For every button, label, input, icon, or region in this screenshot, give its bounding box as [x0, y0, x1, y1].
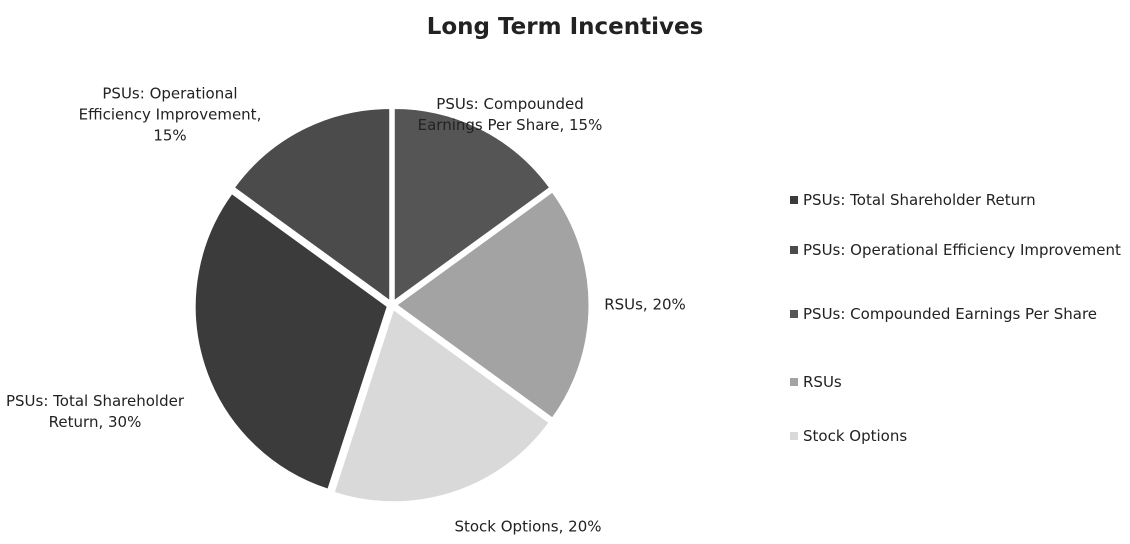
legend-item: PSUs: Compounded Earnings Per Share	[790, 304, 1125, 325]
pie-slice	[333, 308, 550, 503]
pie-slice	[396, 191, 590, 419]
legend-item: PSUs: Total Shareholder Return	[790, 190, 1125, 211]
legend-label: RSUs	[803, 373, 842, 391]
legend-swatch	[790, 310, 798, 318]
legend-item: Stock Options	[790, 426, 1125, 447]
legend-swatch	[790, 196, 798, 204]
chart-title: Long Term Incentives	[426, 14, 704, 40]
legend-label: Stock Options	[803, 427, 908, 445]
legend-swatch	[790, 432, 798, 440]
data-label: PSUs: Operational Efficiency Improvement…	[78, 84, 262, 145]
pie-slice	[233, 108, 391, 302]
pie-slice	[393, 108, 551, 302]
legend-swatch	[790, 246, 798, 254]
legend-item: PSUs: Operational Efficiency Improvement	[790, 240, 1125, 261]
data-label: PSUs: Compounded Earnings Per Share, 15%	[417, 95, 603, 134]
legend-label: PSUs: Compounded Earnings Per Share	[803, 305, 1098, 323]
legend-label: PSUs: Total Shareholder Return	[803, 191, 1036, 209]
legend-swatch	[790, 378, 798, 386]
legend-label: PSUs: Operational Efficiency Improvement	[803, 241, 1121, 259]
data-label: RSUs, 20%	[604, 295, 686, 314]
pie-slice	[194, 192, 388, 490]
data-label: PSUs: Total Shareholder Return, 30%	[5, 392, 185, 431]
data-label: Stock Options, 20%	[454, 517, 602, 536]
legend-item: RSUs	[790, 372, 1125, 393]
